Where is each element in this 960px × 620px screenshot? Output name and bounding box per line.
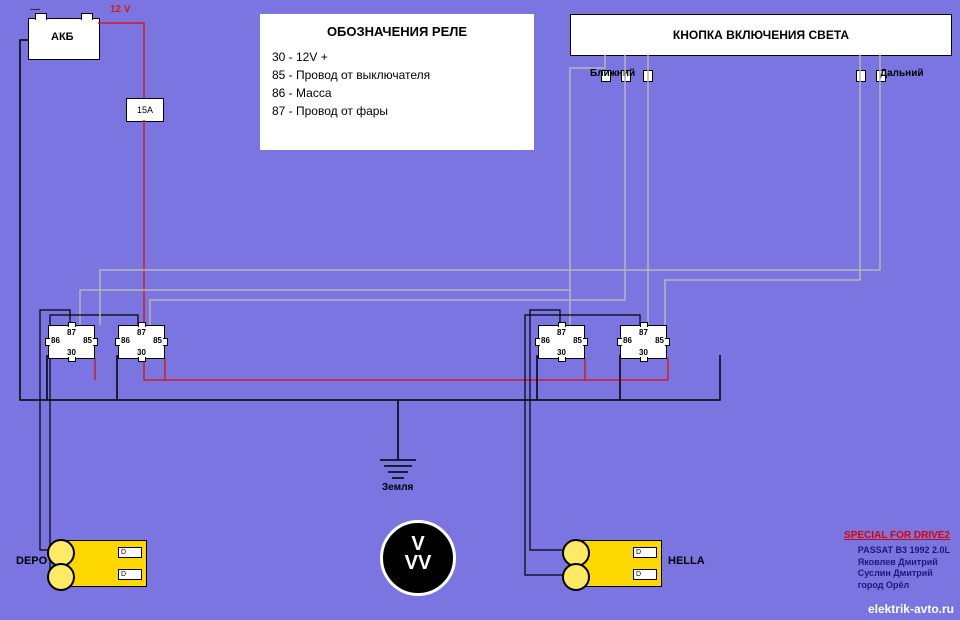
vw-logo-icon: V VV [380, 520, 456, 596]
switch-connector [643, 70, 653, 82]
relay: 86878530 [538, 325, 585, 359]
voltage-label: 12 V [110, 4, 131, 15]
legend-title: ОБОЗНАЧЕНИЯ РЕЛЕ [272, 22, 522, 42]
relay: 86878530 [48, 325, 95, 359]
headlamp-right: D D [575, 540, 662, 587]
lamp-pin: D [118, 569, 142, 580]
switch-left-label: Ближний [590, 68, 635, 79]
logo-bottom: VV [383, 552, 453, 575]
lamp-pin: D [633, 569, 657, 580]
lamp-pin: D [118, 547, 142, 558]
fuse-label: 15А [137, 105, 153, 115]
watermark: elektrik-avto.ru [868, 602, 954, 616]
lamp-brand-left: DEPO [16, 555, 47, 567]
lamp-pin: D [633, 547, 657, 558]
footer-special: SPECIAL FOR DRIVE2 [844, 530, 950, 541]
ground-label: Земля [382, 482, 413, 493]
relay: 86878530 [118, 325, 165, 359]
lamp-brand-right: HELLA [668, 555, 705, 567]
footer-info: PASSAT B3 1992 2.0L Яковлев Дмитрий Сусл… [858, 545, 950, 592]
switch-title: КНОПКА ВКЛЮЧЕНИЯ СВЕТА [673, 28, 849, 42]
battery-terminal-pos [81, 13, 93, 20]
battery: АКБ [28, 18, 100, 60]
switch-connector [856, 70, 866, 82]
legend-line: 87 - Провод от фары [272, 102, 522, 120]
legend-line: 85 - Провод от выключателя [272, 66, 522, 84]
legend-line: 30 - 12V + [272, 48, 522, 66]
footer-line: Суслин Дмитрий [858, 568, 950, 580]
relay-legend: ОБОЗНАЧЕНИЯ РЕЛЕ 30 - 12V + 85 - Провод … [260, 14, 534, 150]
light-switch-box: КНОПКА ВКЛЮЧЕНИЯ СВЕТА [570, 14, 952, 56]
bulb-icon [47, 563, 75, 591]
fuse: 15А [126, 98, 164, 122]
footer-line: город Орёл [858, 580, 950, 592]
switch-right-label: Дальний [880, 68, 924, 79]
relay: 86878530 [620, 325, 667, 359]
minus-label: — [30, 4, 40, 15]
legend-line: 86 - Масса [272, 84, 522, 102]
battery-label: АКБ [51, 31, 74, 43]
footer-line: PASSAT B3 1992 2.0L [858, 545, 950, 557]
bulb-icon [562, 563, 590, 591]
headlamp-left: D D [60, 540, 147, 587]
footer-line: Яковлев Дмитрий [858, 557, 950, 569]
